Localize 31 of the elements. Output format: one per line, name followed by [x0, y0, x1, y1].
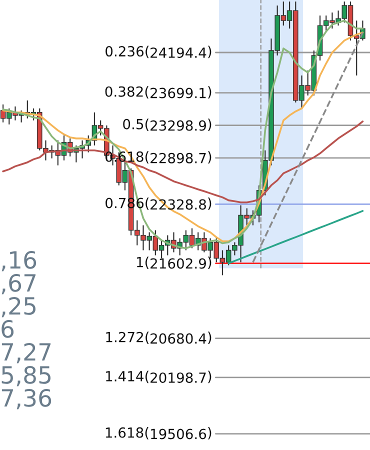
annotation: 7,36: [2, 388, 52, 410]
annotation: ,25: [2, 296, 36, 318]
annotation: 0.236(: [106, 46, 149, 58]
y-tick-label: 20680.4: [150, 333, 206, 344]
y-tick-label: 19506.6: [151, 428, 206, 440]
annotation: ): [208, 332, 212, 344]
annotation: 0.382(: [105, 86, 148, 98]
annotation: ): [208, 256, 212, 269]
y-tick-label: 22898.7: [150, 152, 206, 164]
annotation: ,16: [2, 250, 36, 272]
y-tick-label: 23298.9: [150, 120, 206, 131]
y-tick-label: 23699.1: [150, 88, 206, 98]
annotation: ): [208, 46, 212, 58]
annotation: 5,85: [2, 366, 51, 386]
y-tick-label: 21602.9: [150, 258, 206, 269]
y-tick-label: 20198.7: [150, 372, 206, 383]
annotation: 1.414(: [106, 370, 149, 384]
annotation: ): [208, 86, 212, 98]
annotation: 1.618(: [106, 427, 148, 440]
annotation: ,67: [2, 274, 36, 294]
y-tick-label: 24194.4: [150, 47, 206, 58]
annotation: ): [208, 427, 212, 440]
annotation: ): [208, 151, 212, 164]
annotation: 1(: [136, 256, 149, 269]
annotation: 6: [2, 320, 14, 338]
annotation: ): [208, 118, 212, 131]
annotation: ): [208, 370, 212, 384]
annotation: ): [208, 198, 212, 210]
annotation: 1.272(: [106, 332, 149, 344]
annotation: 7,27: [2, 342, 51, 364]
annotation: 0.5(: [123, 118, 149, 131]
